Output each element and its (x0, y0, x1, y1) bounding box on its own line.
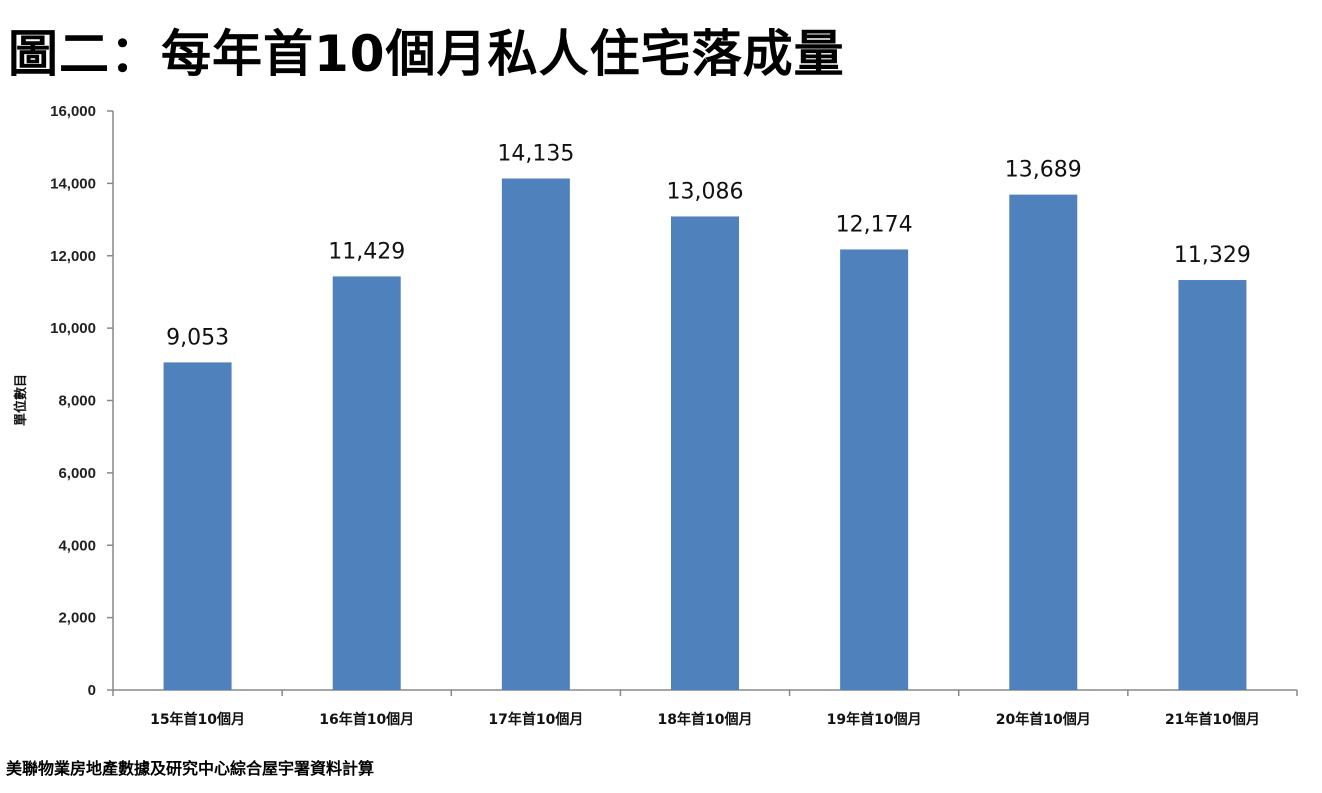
bar-1 (163, 362, 232, 690)
data-label: 14,135 (497, 141, 574, 166)
data-label: 12,174 (836, 212, 913, 237)
y-tick-label: 10,000 (50, 320, 96, 337)
bar-4 (671, 216, 739, 690)
y-tick-label: 2,000 (58, 610, 96, 627)
chart-title: 圖二：每年首10個月私人住宅落成量 (8, 25, 845, 83)
x-tick-label: 15年首10個月 (150, 711, 245, 728)
source-note: 美聯物業房地產數據及研究中心綜合屋宇署資料計算 (6, 759, 375, 778)
data-label: 13,689 (1005, 158, 1082, 183)
data-label: 9,053 (166, 325, 229, 350)
y-axis-label: 單位數目 (13, 374, 29, 426)
x-tick-label: 18年首10個月 (658, 711, 753, 728)
x-tick-label: 20年首10個月 (996, 711, 1091, 728)
x-tick-label: 19年首10個月 (827, 711, 922, 728)
bar-5 (840, 249, 909, 690)
data-label: 11,329 (1174, 243, 1251, 268)
y-tick-label: 12,000 (50, 248, 96, 265)
bar-3 (501, 178, 570, 690)
x-tick-label: 16年首10個月 (319, 711, 414, 728)
y-tick-label: 6,000 (58, 465, 96, 482)
y-tick-label: 4,000 (58, 537, 96, 554)
bar-7 (1178, 280, 1247, 690)
x-tick-label: 21年首10個月 (1165, 711, 1260, 728)
y-tick-label: 16,000 (50, 103, 96, 120)
y-tick-label: 8,000 (58, 393, 96, 410)
y-tick-label: 14,000 (50, 175, 96, 192)
data-label: 13,086 (667, 179, 744, 204)
bar-6 (1009, 194, 1078, 690)
data-label: 11,429 (328, 239, 405, 264)
bar-2 (332, 276, 401, 690)
y-tick-label: 0 (88, 682, 96, 699)
x-tick-label: 17年首10個月 (488, 711, 583, 728)
